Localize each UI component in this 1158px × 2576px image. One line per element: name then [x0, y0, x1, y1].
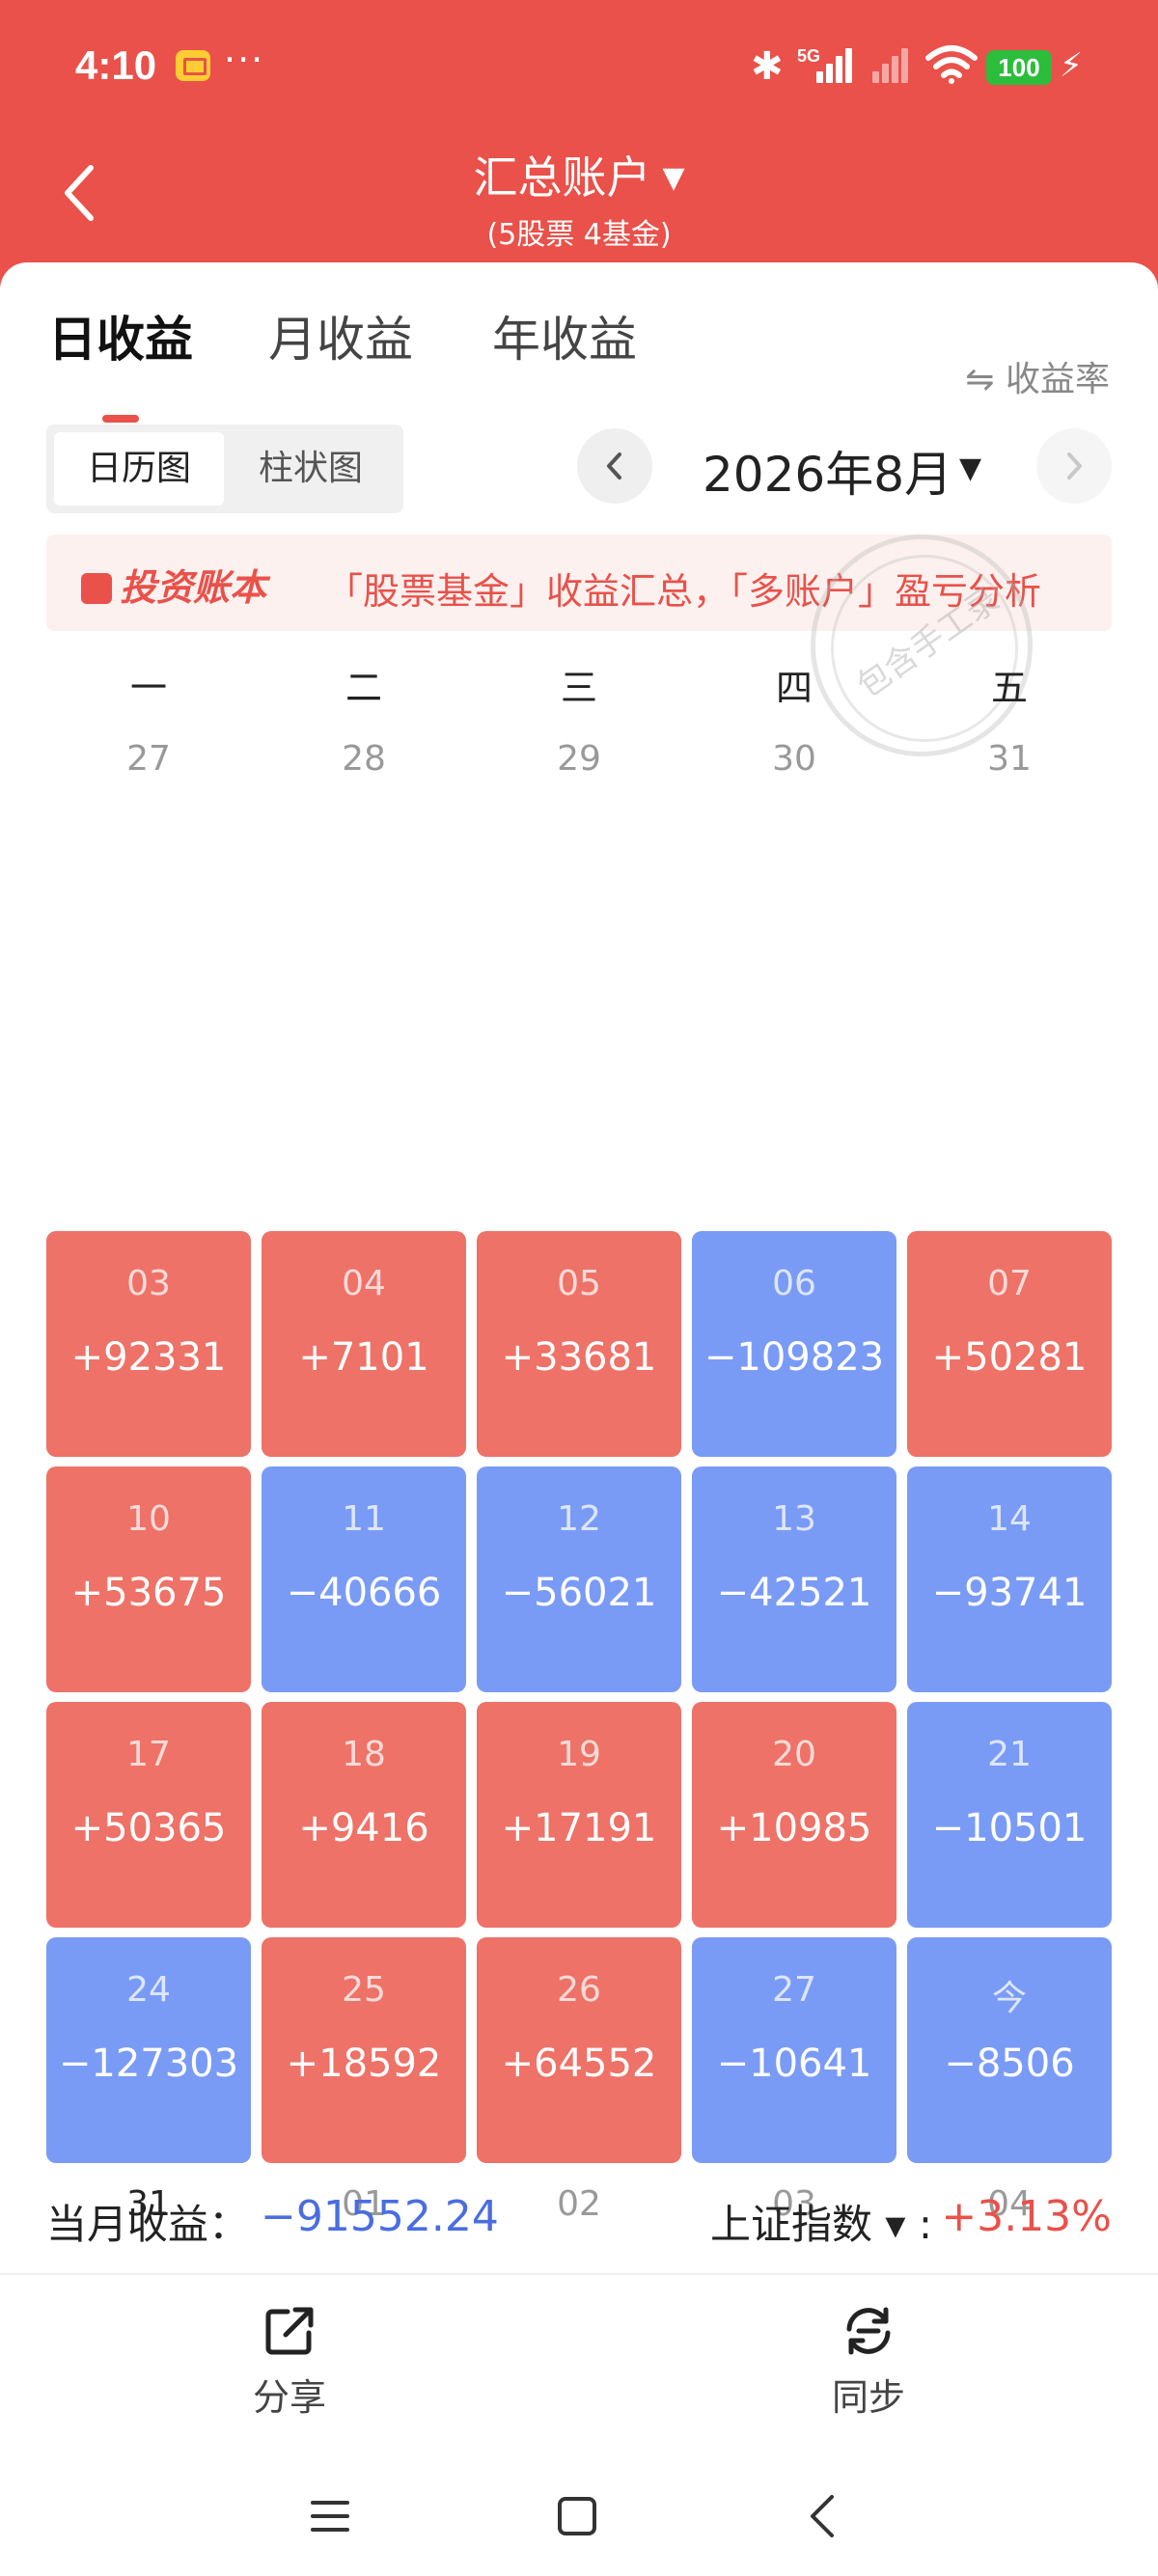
month-profit-value: −91552.24: [261, 2192, 499, 2241]
day-cell[interactable]: 27 −10641: [692, 1937, 896, 2163]
monthly-summary: 当月收益： −91552.24 上证指数 ▾ : +3.13%: [46, 2192, 1112, 2260]
calendar-cell-outside: 31: [126, 2184, 171, 2224]
tab-yearly[interactable]: 年收益: [492, 312, 637, 368]
calendar-cell-outside: 30: [772, 739, 816, 779]
bluetooth-icon: ✱: [751, 44, 784, 89]
sync-button[interactable]: 同步: [772, 2300, 965, 2421]
weekday-fri: 五: [990, 667, 1028, 709]
day-cell[interactable]: 07 +50281: [907, 1231, 1112, 1457]
calendar-cell-outside: 29: [557, 739, 601, 779]
index-dropdown-icon[interactable]: ▾: [885, 2201, 906, 2248]
account-subtitle: (5股票 4基金): [486, 218, 672, 252]
calendar-cell-outside: 02: [557, 2184, 601, 2224]
tab-monthly[interactable]: 月收益: [268, 312, 413, 368]
system-back-icon[interactable]: [801, 2493, 847, 2539]
day-cell-today[interactable]: 今 −8506: [907, 1937, 1112, 2163]
day-cell[interactable]: 06 −109823: [692, 1231, 896, 1457]
weekday-header: 一 二 三 四 五: [46, 658, 1112, 716]
day-cell[interactable]: 12 −56021: [477, 1466, 681, 1692]
tab-daily[interactable]: 日收益: [48, 312, 193, 368]
next-month-button[interactable]: [1036, 428, 1112, 504]
system-nav-bar: [0, 2466, 1158, 2576]
sync-label: 同步: [831, 2376, 905, 2419]
calendar-cell-outside: 27: [126, 739, 171, 779]
network-type: 5G: [797, 46, 821, 66]
calendar-cell-outside: 31: [987, 739, 1032, 779]
back-icon[interactable]: [58, 162, 104, 224]
signal-icon-secondary: [872, 44, 911, 83]
ledger-icon: [81, 573, 112, 604]
weekday-mon: 一: [129, 667, 167, 709]
share-button[interactable]: 分享: [193, 2300, 386, 2421]
view-bar-button[interactable]: 柱状图: [258, 449, 363, 488]
battery-icon: 100: [986, 50, 1052, 85]
month-profit-label: 当月收益：: [46, 2201, 250, 2248]
dropdown-caret-icon: ▼: [662, 161, 685, 195]
day-cell[interactable]: 03 +92331: [46, 1231, 251, 1457]
charging-icon: ⚡: [1060, 46, 1083, 85]
mail-notification-icon: [176, 50, 210, 81]
watermark-stamp: 包含手工录: [811, 534, 1033, 756]
index-selector[interactable]: 上证指数 ▾ :: [710, 2201, 932, 2248]
weekday-tue: 二: [345, 667, 382, 709]
index-change-value: +3.13%: [941, 2192, 1112, 2241]
day-cell[interactable]: 11 −40666: [262, 1466, 466, 1692]
period-tabs: 日收益 月收益 年收益 ⇋ 收益率: [0, 301, 1158, 423]
sync-icon: [846, 2307, 891, 2355]
day-cell[interactable]: 17 +50365: [46, 1702, 251, 1928]
content-sheet: 日收益 月收益 年收益 ⇋ 收益率 日历图 柱状图 2026年8月 ▼ 投资账本…: [0, 262, 1158, 2576]
share-icon: [265, 2307, 314, 2355]
calendar-cell-outside: 28: [342, 739, 386, 779]
day-cell[interactable]: 05 +33681: [477, 1231, 681, 1457]
rate-toggle[interactable]: ⇋ 收益率: [965, 360, 1110, 399]
view-toggle: 日历图 柱状图: [46, 425, 403, 513]
calendar-cell-outside: 01: [342, 2184, 386, 2224]
day-cell[interactable]: 14 −93741: [907, 1466, 1112, 1692]
divider: [0, 2273, 1158, 2275]
day-cell[interactable]: 20 +10985: [692, 1702, 896, 1928]
day-cell[interactable]: 10 +53675: [46, 1466, 251, 1692]
day-cell[interactable]: 24 −127303: [46, 1937, 251, 2163]
calendar-cell-outside: 04: [987, 2184, 1032, 2224]
status-bar: 4:10 ··· ✱ 5G 100 ⚡: [0, 0, 1158, 135]
calendar-cell-outside: 03: [772, 2184, 816, 2224]
day-cell[interactable]: 19 +17191: [477, 1702, 681, 1928]
home-icon[interactable]: [554, 2493, 600, 2539]
wifi-icon: [925, 45, 978, 84]
day-cell[interactable]: 18 +9416: [262, 1702, 466, 1928]
tab-indicator: [102, 415, 139, 423]
prev-month-button[interactable]: [577, 428, 652, 504]
view-calendar-button[interactable]: 日历图: [54, 432, 224, 506]
day-cell[interactable]: 26 +64552: [477, 1937, 681, 2163]
account-selector[interactable]: 汇总账户 ▼ (5股票 4基金): [0, 143, 1158, 253]
share-label: 分享: [252, 2376, 326, 2419]
weekday-wed: 三: [560, 667, 597, 709]
page-title: 汇总账户: [473, 151, 651, 204]
day-cell[interactable]: 04 +7101: [262, 1231, 466, 1457]
banner-logo: 投资账本: [81, 558, 266, 611]
day-cell[interactable]: 13 −42521: [692, 1466, 896, 1692]
more-notifications-icon: ···: [224, 39, 265, 81]
day-cell[interactable]: 21 −10501: [907, 1702, 1112, 1928]
signal-icon: [816, 44, 855, 83]
weekday-thu: 四: [775, 667, 813, 709]
month-dropdown-icon[interactable]: ▼: [959, 452, 982, 485]
month-label[interactable]: 2026年8月: [703, 447, 953, 503]
menu-icon[interactable]: [307, 2493, 353, 2539]
clock: 4:10: [75, 42, 157, 88]
day-cell[interactable]: 25 +18592: [262, 1937, 466, 2163]
